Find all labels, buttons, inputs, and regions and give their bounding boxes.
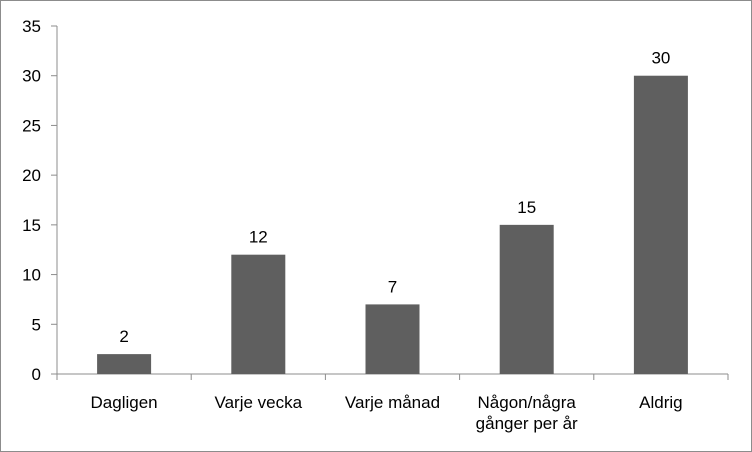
bar (499, 224, 554, 374)
y-tick-label: 0 (32, 365, 41, 384)
y-tick-label: 35 (22, 17, 41, 36)
y-tick-label: 20 (22, 166, 41, 185)
x-category-label: Aldrig (639, 393, 682, 412)
data-label: 12 (249, 228, 268, 247)
y-tick-label: 5 (32, 315, 41, 334)
bar (633, 75, 688, 374)
x-category-label-line: Någon/några (478, 393, 577, 412)
x-category-label-line: Varje månad (345, 393, 440, 412)
x-category-label-line: gånger per år (476, 414, 578, 433)
x-category-label-line: Aldrig (639, 393, 682, 412)
bar (231, 254, 286, 374)
x-category-label: Dagligen (91, 393, 158, 412)
bar (97, 354, 152, 374)
x-category-label: Varje månad (345, 393, 440, 412)
y-tick-label: 15 (22, 216, 41, 235)
data-label: 30 (651, 49, 670, 68)
y-tick-label: 30 (22, 67, 41, 86)
x-category-label-line: Dagligen (91, 393, 158, 412)
x-category-label: Någon/några gånger per år (476, 393, 578, 433)
y-tick-label: 10 (22, 266, 41, 285)
data-label: 7 (388, 277, 397, 296)
data-label: 2 (119, 327, 128, 346)
x-category-label: Varje vecka (215, 393, 303, 412)
bar (365, 304, 420, 374)
x-category-label-line: Varje vecka (215, 393, 303, 412)
y-tick-label: 25 (22, 116, 41, 135)
data-label: 15 (517, 198, 536, 217)
